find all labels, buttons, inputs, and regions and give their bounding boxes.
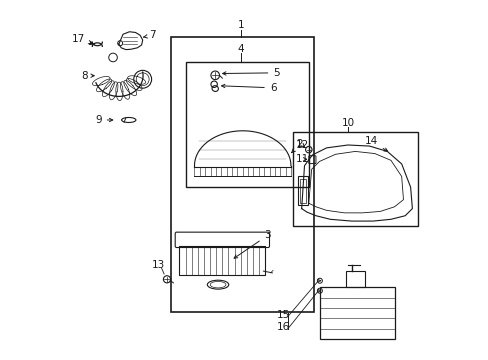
Bar <box>185 62 308 187</box>
Text: 10: 10 <box>341 118 354 128</box>
Bar <box>300 179 305 203</box>
Bar <box>298 176 307 205</box>
Text: 9: 9 <box>95 115 102 125</box>
Bar <box>319 287 394 339</box>
Bar <box>345 271 365 287</box>
Text: 12: 12 <box>295 140 308 150</box>
Text: 16: 16 <box>277 322 290 332</box>
Bar <box>179 246 264 275</box>
Bar <box>171 37 313 312</box>
Text: 2: 2 <box>291 139 303 153</box>
Text: 14: 14 <box>364 136 387 151</box>
Text: 8: 8 <box>81 71 88 81</box>
Text: 3: 3 <box>234 230 270 258</box>
Text: 15: 15 <box>277 310 290 320</box>
Bar <box>292 132 417 226</box>
Text: 1: 1 <box>237 19 244 30</box>
Text: 4: 4 <box>237 44 244 54</box>
Text: 7: 7 <box>143 30 155 40</box>
Text: 6: 6 <box>221 83 276 93</box>
Text: 13: 13 <box>151 260 164 270</box>
Text: 5: 5 <box>222 68 280 78</box>
Text: 11: 11 <box>295 154 308 164</box>
Text: 17: 17 <box>72 34 92 44</box>
